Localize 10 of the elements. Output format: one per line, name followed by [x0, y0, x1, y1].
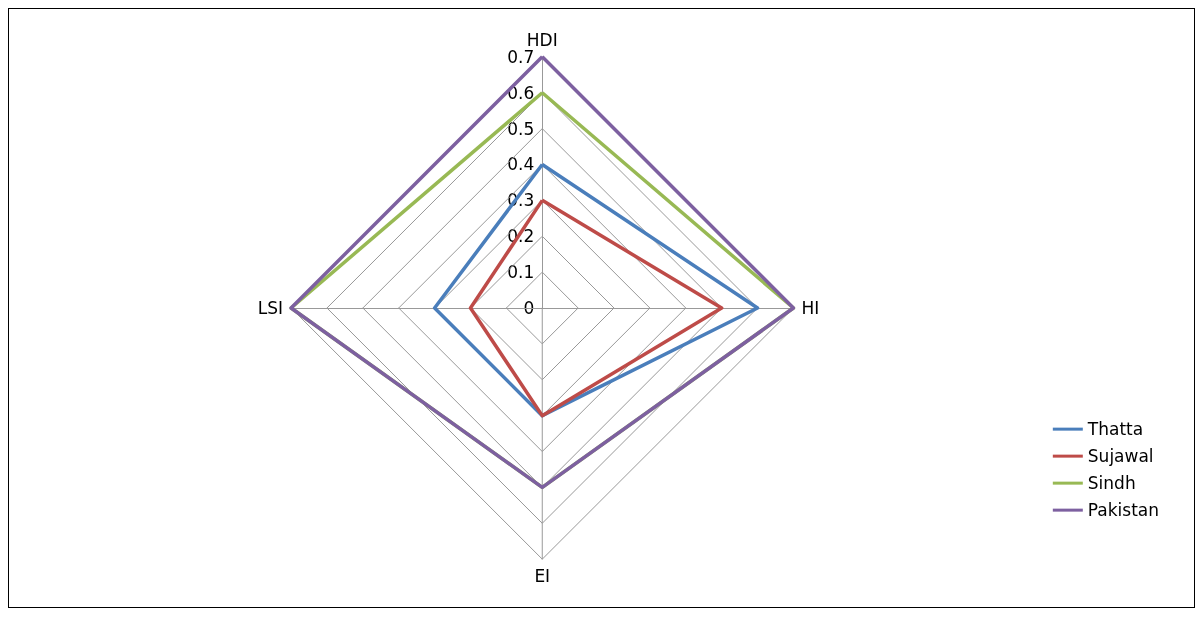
legend-label: Pakistan — [1087, 500, 1159, 521]
legend-label: Thatta — [1086, 419, 1144, 440]
legend-label: Sindh — [1087, 473, 1136, 494]
y-tick-label: 0.5 — [507, 118, 535, 139]
y-tick-label: 0.1 — [507, 262, 535, 283]
legend-label: Sujawal — [1087, 446, 1154, 467]
spoke-label: LSI — [257, 298, 284, 318]
spoke-label: EI — [534, 565, 551, 586]
spoke-label: HI — [801, 298, 820, 318]
y-tick-label: 0.4 — [507, 154, 535, 175]
